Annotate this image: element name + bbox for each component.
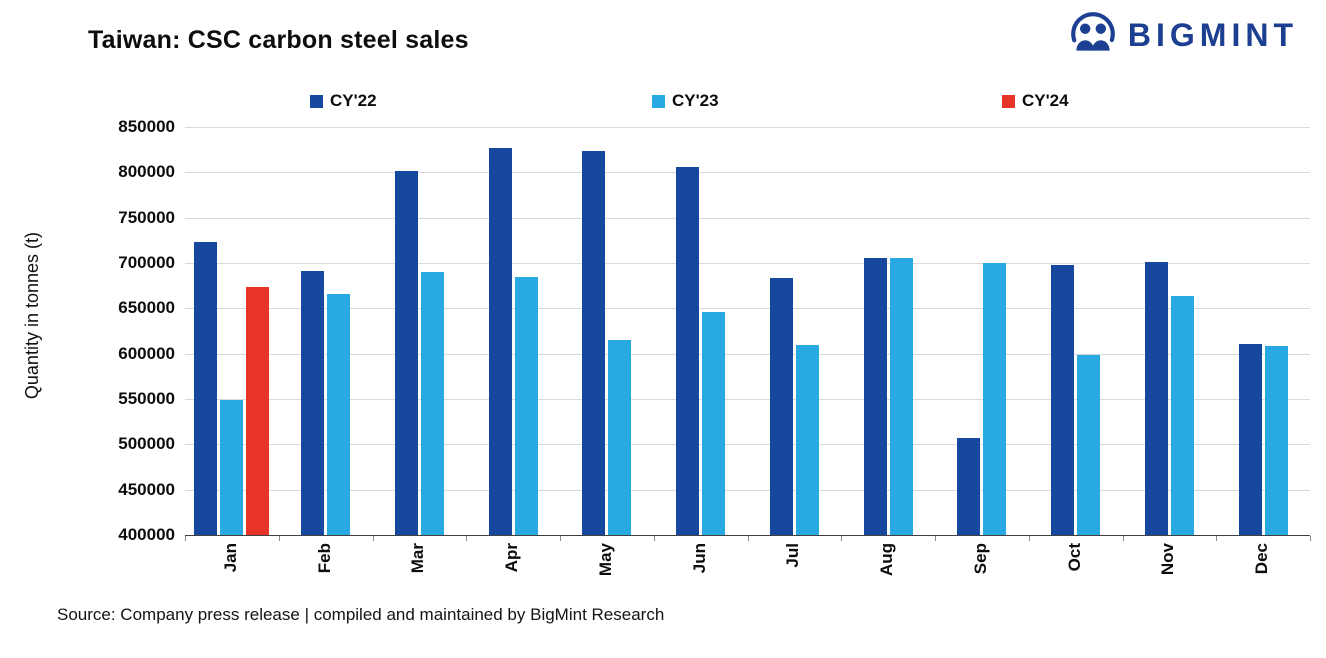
gridline <box>185 217 1310 219</box>
x-axis-tick-mark <box>1122 536 1124 541</box>
gridline <box>185 489 1310 491</box>
y-tick-label: 650000 <box>118 298 175 318</box>
x-tick-label-jan: Jan <box>220 543 240 573</box>
bar-cy23-dec <box>1264 345 1288 535</box>
x-axis-tick-mark <box>747 536 749 541</box>
bar-cy23-sep <box>983 263 1007 535</box>
x-axis-tick-mark <box>841 536 843 541</box>
chart-legend: CY'22 CY'23 CY'24 <box>0 91 1326 113</box>
y-tick-label: 450000 <box>118 479 175 499</box>
bar-cy23-jun <box>702 311 726 535</box>
bar-cy22-aug <box>863 257 887 535</box>
bar-cy23-apr <box>514 276 538 535</box>
y-tick-label: 400000 <box>118 525 175 544</box>
x-tick-label-jun: Jun <box>689 543 709 574</box>
bar-cy22-feb <box>301 271 325 535</box>
y-tick-label: 550000 <box>118 389 175 408</box>
x-tick-label-aug: Aug <box>877 543 897 577</box>
gridline <box>185 172 1310 174</box>
legend-swatch-cy23 <box>652 94 665 108</box>
y-tick-label: 850000 <box>118 117 175 136</box>
chart-title: Taiwan: CSC carbon steel sales <box>88 26 469 54</box>
x-axis-tick-mark <box>653 536 655 541</box>
bigmint-logo-text: BIGMINT <box>1127 16 1298 53</box>
bar-cy22-sep <box>957 437 981 535</box>
x-axis-tick-mark <box>560 536 561 541</box>
bar-cy23-oct <box>1077 354 1101 535</box>
legend-label-cy23: CY'23 <box>672 91 719 110</box>
x-tick-label-jul: Jul <box>783 543 803 568</box>
bar-cy23-jul <box>795 344 819 535</box>
plot-area <box>185 127 1311 541</box>
x-tick-label-mar: Mar <box>408 543 428 574</box>
bar-cy23-aug <box>889 258 913 535</box>
bar-cy24-jan <box>246 286 270 535</box>
bar-cy22-dec <box>1238 343 1262 535</box>
bar-cy22-nov <box>1144 262 1168 535</box>
x-axis-labels: Jan Feb Mar Apr May Jun Jul Aug Sep Oct Nov Dec <box>185 543 1310 598</box>
bar-cy23-feb <box>327 293 351 535</box>
x-tick-label-apr: Apr <box>502 543 522 573</box>
x-axis-tick-mark <box>935 536 936 541</box>
x-axis-tick-mark <box>372 536 374 541</box>
y-axis-title: Quantity in tonnes (t) <box>22 232 42 400</box>
bar-cy23-jan <box>220 399 244 535</box>
gridline <box>185 263 1310 264</box>
bar-cy22-jul <box>769 278 793 535</box>
y-tick-label: 800000 <box>118 162 175 182</box>
x-tick-label-oct: Oct <box>1064 543 1084 572</box>
gridline <box>185 444 1310 446</box>
gridline <box>185 127 1310 128</box>
gridline <box>185 399 1310 400</box>
bar-cy23-may <box>608 340 632 535</box>
bar-cy22-may <box>582 150 606 535</box>
bar-cy22-jan <box>194 242 218 535</box>
gridline <box>185 308 1310 310</box>
y-tick-label: 700000 <box>118 253 175 272</box>
bar-cy22-oct <box>1051 264 1075 535</box>
bar-cy23-mar <box>420 272 444 535</box>
x-axis-tick-mark <box>466 536 468 541</box>
x-tick-label-dec: Dec <box>1252 543 1272 575</box>
y-tick-label: 500000 <box>118 434 175 454</box>
y-axis-tick-labels: 400000 450000 500000 550000 600000 650000 7000… <box>60 117 175 544</box>
bigmint-logo-icon <box>1071 12 1115 56</box>
x-axis-tick-mark <box>185 536 186 541</box>
legend-item-cy23: CY'23 <box>652 91 719 111</box>
legend-item-cy22: CY'22 <box>310 91 377 111</box>
bar-cy23-nov <box>1170 295 1194 535</box>
bar-cy22-apr <box>488 147 512 535</box>
legend-label-cy22: CY'22 <box>330 91 377 110</box>
y-tick-label: 600000 <box>118 343 175 363</box>
x-tick-label-nov: Nov <box>1158 543 1178 576</box>
legend-swatch-cy24 <box>1002 94 1015 108</box>
legend-item-cy24: CY'24 <box>1002 91 1069 111</box>
bigmint-logo: BIGMINT <box>1068 12 1298 58</box>
bar-cy22-mar <box>394 171 418 535</box>
legend-swatch-cy22 <box>310 94 323 108</box>
gridline <box>185 353 1310 355</box>
x-axis-tick-mark <box>1216 536 1218 541</box>
bar-cy22-jun <box>676 166 700 535</box>
x-tick-label-may: May <box>595 543 615 577</box>
y-tick-label: 750000 <box>118 207 175 227</box>
x-tick-label-sep: Sep <box>970 543 990 575</box>
x-axis-tick-mark <box>1310 536 1311 541</box>
source-note: Source: Company press release | compiled… <box>57 605 665 624</box>
legend-label-cy24: CY'24 <box>1022 91 1069 110</box>
x-axis-tick-mark <box>1028 536 1030 541</box>
x-axis-tick-mark <box>278 536 280 541</box>
x-tick-label-feb: Feb <box>314 543 334 574</box>
